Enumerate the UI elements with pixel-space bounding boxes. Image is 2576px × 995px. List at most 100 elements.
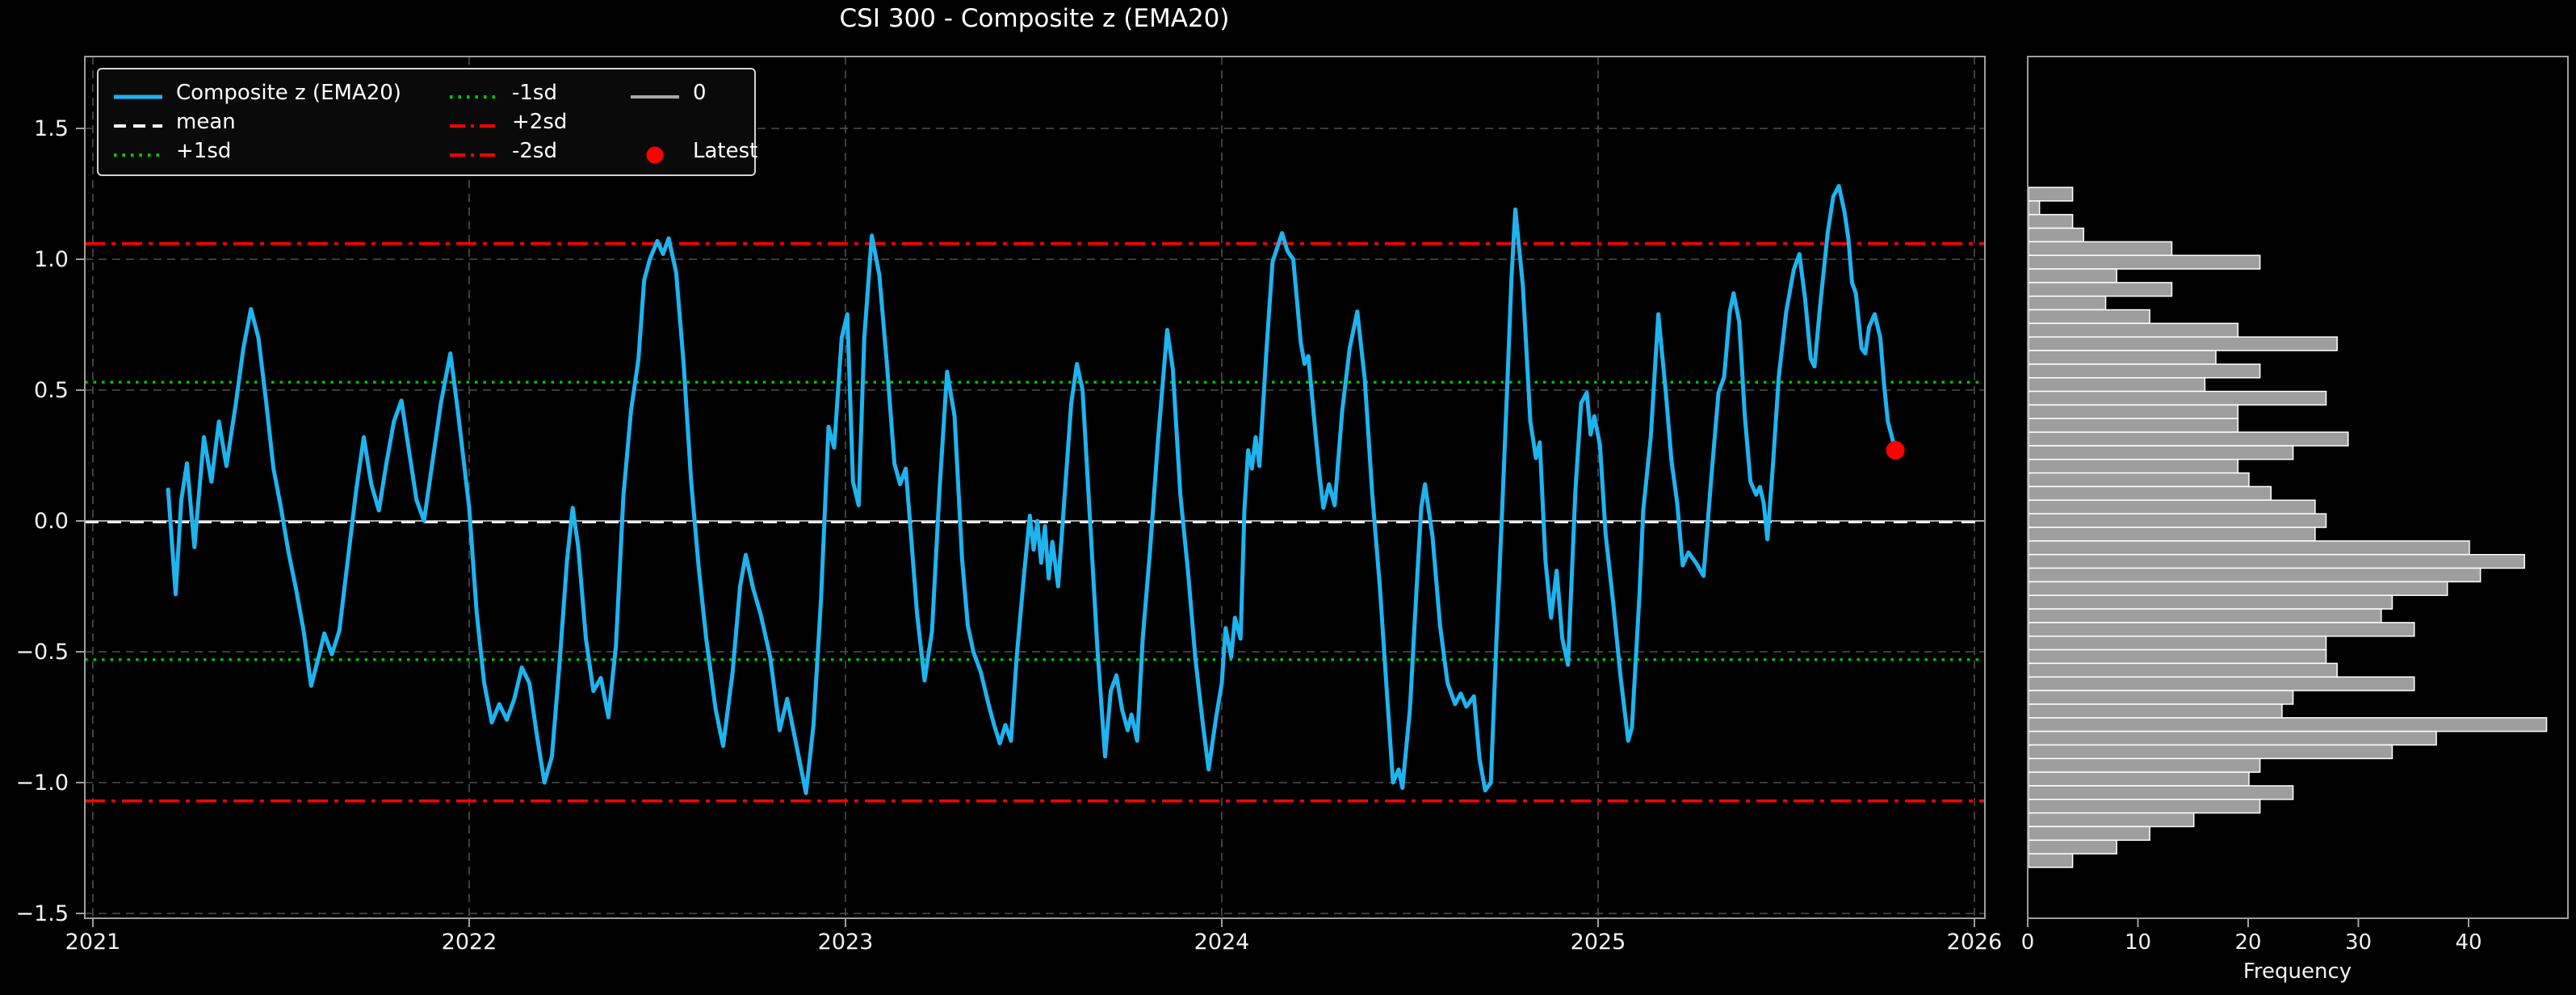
histogram-bar bbox=[2028, 853, 2074, 868]
histogram-bar bbox=[2028, 336, 2338, 351]
histogram-plot: 0 10 20 30 40 bbox=[2021, 56, 2569, 955]
histogram-bar bbox=[2028, 350, 2217, 365]
legend-item-label: -1sd bbox=[512, 81, 557, 105]
x-tick-label: 2021 bbox=[65, 930, 121, 955]
histogram-bar bbox=[2028, 472, 2250, 488]
legend-item-zero: 0 bbox=[630, 79, 736, 107]
histogram-bar bbox=[2028, 254, 2261, 270]
legend-item-label: +2sd bbox=[512, 110, 568, 134]
histogram-bar bbox=[2028, 213, 2074, 229]
histogram-bar bbox=[2028, 322, 2239, 338]
legend-column-3: 0 Latest bbox=[630, 69, 757, 174]
histogram-bar bbox=[2028, 594, 2393, 610]
y-tick-label: −0.5 bbox=[15, 640, 69, 665]
y-tick-label: −1.5 bbox=[15, 901, 69, 926]
histogram-bar bbox=[2028, 622, 2415, 637]
y-tick-label: −1.0 bbox=[15, 770, 69, 796]
hist-x-tick-label: 20 bbox=[2234, 930, 2261, 955]
histogram-bar bbox=[2028, 608, 2382, 623]
histogram-bar bbox=[2028, 662, 2338, 678]
y-tick-label: 0.5 bbox=[34, 378, 69, 403]
histogram-bar bbox=[2028, 567, 2482, 583]
histogram-bar bbox=[2028, 499, 2316, 514]
legend-item-composite-z: Composite z (EMA20) bbox=[113, 79, 449, 107]
y-tick-label: 0.0 bbox=[34, 509, 69, 534]
hist-x-tick-label: 10 bbox=[2125, 930, 2151, 955]
histogram-bar bbox=[2028, 282, 2173, 297]
mean-line-swatch-icon bbox=[113, 117, 163, 128]
histogram-bar bbox=[2028, 649, 2327, 665]
histogram-bar bbox=[2028, 404, 2239, 420]
histogram-bar bbox=[2028, 812, 2195, 828]
latest-dot-swatch-icon bbox=[630, 146, 680, 164]
hist-x-tick-label: 0 bbox=[2021, 930, 2035, 955]
histogram-bar bbox=[2028, 785, 2294, 800]
zero-line-swatch-icon bbox=[630, 88, 680, 99]
legend-item-plus1sd: +1sd bbox=[113, 137, 449, 165]
series-line-swatch-icon bbox=[113, 88, 163, 99]
histogram-frame bbox=[2027, 56, 2569, 919]
legend-item-plus2sd: +2sd bbox=[449, 108, 630, 136]
histogram-bar bbox=[2028, 485, 2272, 502]
histogram-bar bbox=[2028, 390, 2327, 406]
histogram-bar bbox=[2028, 295, 2107, 311]
legend-column-2: -1sd +2sd -2sd bbox=[449, 69, 630, 174]
histogram-bar bbox=[2028, 431, 2349, 447]
histogram-bar bbox=[2028, 690, 2294, 705]
histogram-bar bbox=[2028, 676, 2415, 691]
legend-item-label: -2sd bbox=[512, 139, 557, 163]
main-plot-frame bbox=[84, 56, 1986, 919]
legend-item-mean: mean bbox=[113, 108, 449, 136]
y-tick-label: 1.5 bbox=[34, 116, 69, 141]
histogram-bar bbox=[2028, 839, 2117, 854]
histogram-bar bbox=[2028, 540, 2470, 556]
chart-title: CSI 300 - Composite z (EMA20) bbox=[839, 4, 1230, 33]
histogram-bar bbox=[2028, 241, 2173, 256]
histogram-bar bbox=[2028, 581, 2448, 596]
histogram-bar bbox=[2028, 553, 2525, 569]
legend-item-label: +1sd bbox=[176, 139, 232, 163]
legend-item-minus2sd: -2sd bbox=[449, 137, 630, 165]
composite-z-line bbox=[166, 183, 1898, 796]
histogram-bar bbox=[2028, 459, 2239, 474]
legend-item-label: Latest bbox=[693, 139, 758, 163]
minus2sd-line-swatch-icon bbox=[449, 146, 499, 157]
hist-x-tick-label: 30 bbox=[2345, 930, 2372, 955]
histogram-bar bbox=[2028, 268, 2117, 283]
x-tick-label: 2026 bbox=[1947, 930, 2003, 955]
latest-point-marker bbox=[1886, 441, 1905, 460]
main-plot: 2021 2022 2023 2024 2025 2026 1.5 1.0 0.5 0.0 −0.5… bbox=[15, 56, 2003, 955]
histogram-bar bbox=[2028, 703, 2283, 719]
histogram-bar bbox=[2028, 635, 2327, 651]
y-tick-label: 1.0 bbox=[34, 247, 69, 272]
legend-item-latest: Latest bbox=[630, 137, 757, 165]
histogram-bar bbox=[2028, 730, 2437, 746]
histogram-bar bbox=[2028, 513, 2327, 528]
x-tick-label: 2025 bbox=[1571, 930, 1626, 955]
histogram-xlabel: Frequency bbox=[2242, 959, 2352, 984]
histogram-bar bbox=[2028, 799, 2261, 814]
x-tick-label: 2024 bbox=[1194, 930, 1250, 955]
plus2sd-line-swatch-icon bbox=[449, 117, 499, 128]
histogram-bar bbox=[2028, 309, 2150, 325]
legend-item-minus1sd: -1sd bbox=[449, 79, 630, 107]
x-tick-label: 2022 bbox=[442, 930, 497, 955]
histogram-bar bbox=[2028, 363, 2261, 379]
x-tick-label: 2023 bbox=[818, 930, 874, 955]
histogram-bar bbox=[2028, 377, 2206, 393]
legend: Composite z (EMA20) mean +1sd -1sd +2sd bbox=[97, 68, 757, 176]
histogram-bar bbox=[2028, 227, 2084, 243]
legend-item-label: Composite z (EMA20) bbox=[176, 81, 401, 105]
legend-item-label: 0 bbox=[693, 81, 707, 105]
plus1sd-line-swatch-icon bbox=[113, 146, 163, 157]
minus1sd-line-swatch-icon bbox=[449, 88, 499, 99]
hist-x-tick-label: 40 bbox=[2455, 930, 2482, 955]
histogram-bar bbox=[2028, 744, 2393, 760]
histogram-bar bbox=[2028, 187, 2074, 202]
legend-column-1: Composite z (EMA20) mean +1sd bbox=[99, 69, 449, 174]
legend-item-label: mean bbox=[176, 110, 236, 134]
histogram-bar bbox=[2028, 771, 2250, 787]
histogram-bar bbox=[2028, 445, 2294, 460]
